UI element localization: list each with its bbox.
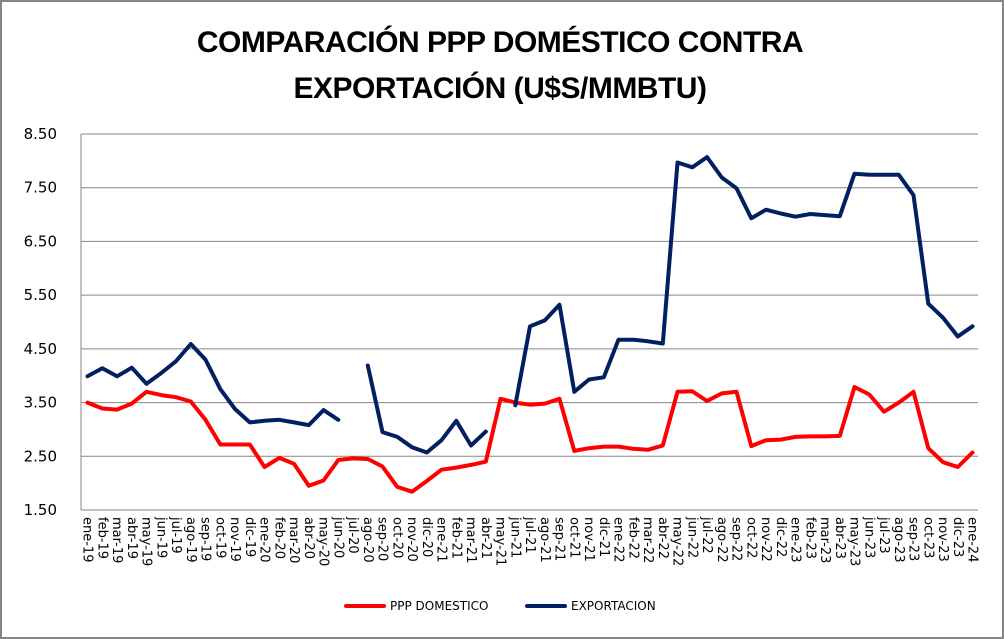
x-tick-label: jun-20 [330,516,345,558]
x-tick-label: ago-19 [183,517,198,563]
x-tick-label: jun-19 [153,516,168,558]
x-tick-label: abr-22 [655,517,670,559]
x-tick-label: mar-21 [463,517,478,563]
x-tick-label: nov-23 [935,517,950,562]
x-tick-label: jul-21 [522,516,537,554]
x-tick-label: feb-21 [448,517,463,559]
x-tick-label: abr-20 [301,517,316,559]
x-tick-label: sep-20 [375,517,390,561]
y-tick-label: 1.50 [24,501,57,519]
y-tick-label: 5.50 [24,286,57,304]
gridlines [81,133,978,511]
x-tick-label: sep-22 [729,517,744,561]
y-tick-label: 2.50 [24,447,57,465]
y-tick-label: 4.50 [24,340,57,358]
x-tick-label: abr-21 [478,517,493,559]
x-tick-label: ene-23 [788,517,803,562]
x-tick-label: mar-20 [286,517,301,563]
x-tick-label: sep-19 [198,517,213,561]
x-tick-label: jun-23 [861,516,876,558]
y-tick-label: 7.50 [24,179,57,197]
x-tick-label: abr-23 [832,517,847,559]
x-tick-label: ago-20 [360,517,375,563]
x-tick-label: dic-19 [242,517,257,557]
x-tick-label: may-20 [316,517,331,566]
x-tick-label: dic-22 [773,517,788,557]
series-group [85,155,975,494]
series-line-segment [365,363,488,455]
x-tick-label: jun-21 [507,516,522,558]
x-tick-label: may-19 [139,517,154,566]
x-tick-label: jul-20 [345,516,360,554]
x-tick-label: may-21 [493,517,508,566]
y-tick-label: 8.50 [24,125,57,143]
y-tick-label: 3.50 [24,394,57,412]
x-tick-label: nov-19 [227,517,242,562]
x-tick-label: oct-19 [212,517,227,558]
x-tick-label: ago-23 [891,517,906,563]
x-tick-label: mar-22 [640,517,655,563]
chart-title-line-2: EXPORTACIÓN (U$S/MMBTU) [293,72,707,105]
legend-item-exportacion: EXPORTACION [525,599,656,613]
series-exportacion [85,155,975,455]
x-tick-label: nov-20 [404,517,419,562]
x-tick-label: dic-23 [950,517,965,557]
x-tick-label: mar-19 [109,517,124,563]
x-tick-label: sep-21 [552,517,567,561]
x-tick-label: jun-22 [684,516,699,558]
legend-label-ppp-domestico: PPP DOMESTICO [390,599,489,613]
series-ppp-domestico [85,385,975,494]
x-tick-label: may-23 [847,517,862,566]
x-tick-label: jul-22 [699,516,714,554]
x-tick-label: jul-23 [876,516,891,554]
legend-label-exportacion: EXPORTACION [571,599,656,613]
x-tick-label: ago-21 [537,517,552,563]
series-line-segment [85,342,341,428]
chart-title-line-1: COMPARACIÓN PPP DOMÉSTICO CONTRA [196,26,804,59]
y-axis: 8.50 7.50 6.50 5.50 4.50 3.50 2.50 1.50 [24,125,82,519]
x-tick-label: dic-21 [596,517,611,557]
x-tick-label: dic-20 [419,517,434,557]
x-tick-label: ene-20 [257,517,272,562]
x-axis: ene-19 feb-19 mar-19 abr-19 may-19 jun-19 jul-… [80,509,980,566]
x-tick-label: feb-20 [271,517,286,559]
legend: PPP DOMESTICO EXPORTACION [0,599,1000,619]
chart-title: COMPARACIÓN PPP DOMÉSTICO CONTRA EXPORTA… [0,20,1000,112]
legend-swatch-red-line-icon [344,604,386,608]
x-tick-label: oct-23 [920,517,935,558]
x-tick-label: feb-22 [625,517,640,559]
x-tick-label: ene-21 [434,517,449,562]
x-tick-label: ene-19 [80,517,95,562]
x-tick-label: mar-23 [817,517,832,563]
x-tick-label: ene-24 [965,517,980,562]
x-tick-label: ago-22 [714,517,729,563]
y-tick-label: 6.50 [24,232,57,250]
x-tick-label: nov-22 [758,517,773,562]
x-tick-label: jul-19 [168,516,183,554]
x-tick-label: feb-23 [802,517,817,559]
x-tick-label: may-22 [670,517,685,566]
legend-swatch-blue-line-icon [525,604,567,608]
x-tick-label: abr-19 [124,517,139,559]
series-line-segment [85,385,975,494]
x-tick-label: oct-22 [743,517,758,558]
x-tick-label: feb-19 [94,517,109,559]
series-line-segment [513,155,975,408]
legend-item-ppp-domestico: PPP DOMESTICO [344,599,488,613]
x-tick-label: oct-21 [566,517,581,558]
x-tick-label: sep-23 [906,517,921,561]
x-tick-label: nov-21 [581,517,596,562]
x-tick-label: ene-22 [611,517,626,562]
x-tick-label: oct-20 [389,517,404,558]
